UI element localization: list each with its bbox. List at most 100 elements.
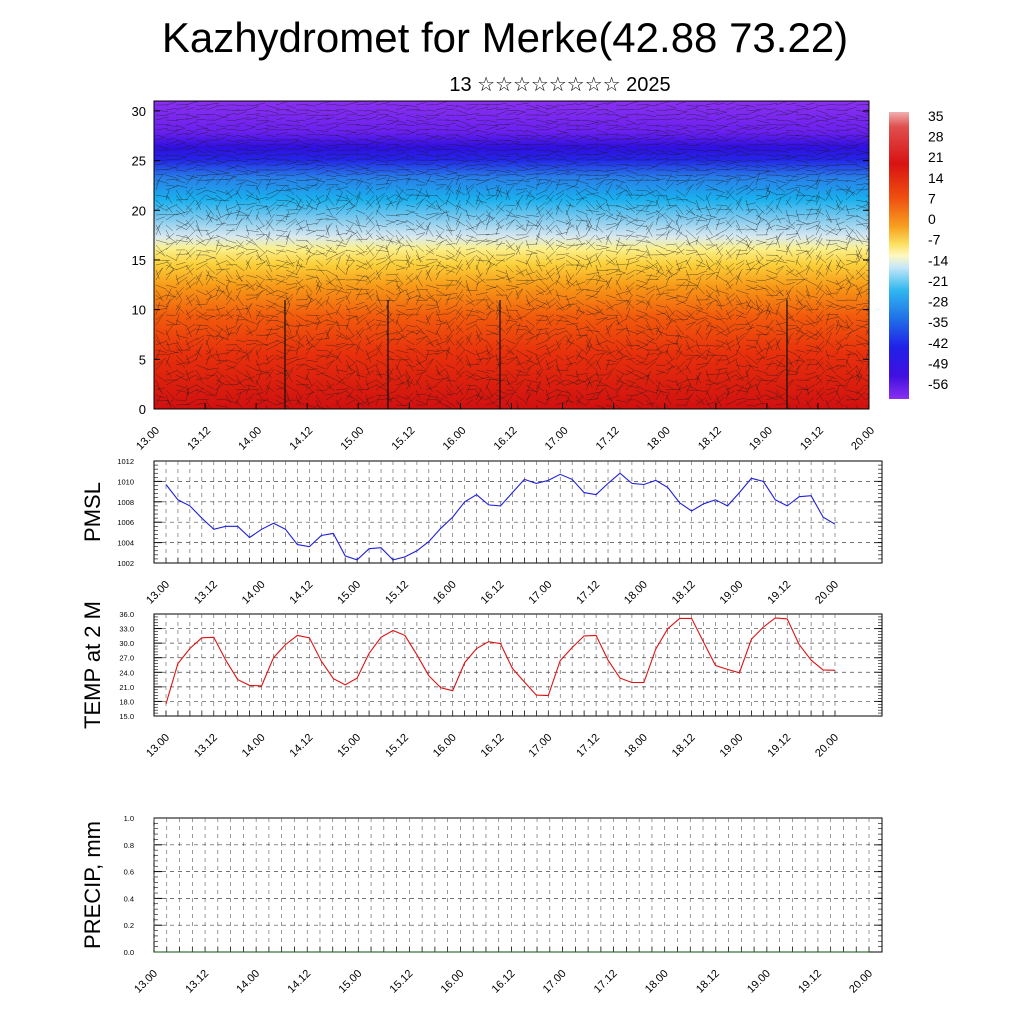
precip-panel: 0.0 0.2 0.4 0.6 0.8 1.0 13.00 13.12 14.00 14.12 15… — [80, 814, 883, 996]
x-tick-label: 15.00 — [335, 732, 363, 760]
y-tick-label: 0.4 — [124, 894, 134, 903]
heatmap-y-tick-label: 30 — [132, 104, 146, 119]
y-axis-title: PMSL — [80, 482, 105, 542]
x-tick-label: 14.00 — [234, 968, 262, 996]
colorbar-label: -56 — [928, 376, 948, 392]
heatmap-y-tick-label: 0 — [139, 402, 146, 417]
heatmap-x-tick-label: 19.12 — [798, 425, 826, 453]
heatmap-x-tick-label: 14.00 — [236, 425, 264, 453]
heatmap-x-tick-label: 19.00 — [747, 425, 775, 453]
colorbar-label: 14 — [928, 170, 944, 186]
pmsl-panel: 1002 1004 1006 1008 1010 1012 13.00 13.12 14.00 1… — [80, 457, 883, 607]
heatmap-x-axis: 13.00 13.12 14.00 14.12 15.00 15.12 16.00 16.12… — [134, 403, 877, 453]
panel-frame — [153, 613, 883, 717]
chart-subtitle: 13 ☆☆☆☆☆☆☆☆ 2025 — [449, 74, 671, 96]
x-tick-label: 14.12 — [288, 579, 316, 607]
x-tick-label: 14.12 — [285, 968, 313, 996]
x-tick-label: 18.00 — [643, 968, 671, 996]
heatmap-y-tick-label: 25 — [132, 154, 146, 169]
heatmap-x-tick-label: 18.12 — [696, 425, 724, 453]
series-line — [165, 472, 836, 561]
x-tick-label: 13.12 — [192, 732, 220, 760]
heatmap-x-tick-label: 17.00 — [543, 425, 571, 453]
x-tick-label: 18.00 — [622, 579, 650, 607]
heatmap-x-tick-label: 16.00 — [441, 425, 469, 453]
x-tick-label: 14.00 — [240, 732, 268, 760]
x-tick-label: 20.00 — [813, 732, 841, 760]
colorbar-label: -35 — [928, 314, 948, 330]
x-tick-label: 14.00 — [240, 579, 268, 607]
x-tick-label: 16.12 — [479, 732, 507, 760]
x-tick-label: 15.00 — [335, 579, 363, 607]
x-tick-label: 17.00 — [541, 968, 569, 996]
x-tick-label: 19.12 — [765, 579, 793, 607]
y-tick-label: 21.0 — [119, 683, 134, 692]
x-tick-label: 16.00 — [431, 579, 459, 607]
heatmap-y-tick-label: 15 — [132, 253, 146, 268]
heatmap-y-tick-label: 20 — [132, 203, 146, 218]
x-tick-label: 15.12 — [383, 579, 411, 607]
colorbar-label: 28 — [928, 129, 944, 145]
x-tick-label: 19.12 — [796, 968, 824, 996]
x-tick-label: 20.00 — [847, 968, 875, 996]
y-tick-label: 1002 — [117, 559, 134, 568]
heatmap-x-tick-label: 18.00 — [645, 425, 673, 453]
x-tick-label: 18.12 — [670, 579, 698, 607]
heatmap-x-tick-label: 16.12 — [492, 425, 520, 453]
y-tick-label: 0.8 — [124, 841, 134, 850]
x-tick-label: 18.00 — [622, 732, 650, 760]
x-tick-label: 19.00 — [718, 732, 746, 760]
colorbar-label: 0 — [928, 211, 936, 227]
x-tick-label: 18.12 — [670, 732, 698, 760]
heatmap-x-tick-label: 13.12 — [185, 425, 213, 453]
heatmap-x-tick-label: 17.12 — [594, 425, 622, 453]
y-tick-label: 27.0 — [119, 654, 134, 663]
x-tick-label: 16.00 — [439, 968, 467, 996]
y-tick-label: 1010 — [117, 477, 134, 486]
heatmap-x-tick-label: 15.00 — [338, 425, 366, 453]
x-tick-label: 13.00 — [132, 968, 160, 996]
x-tick-label: 17.00 — [526, 732, 554, 760]
x-tick-label: 13.12 — [183, 968, 211, 996]
temp-panel: 15.0 18.0 21.0 24.0 27.0 30.0 33.0 36.0 13.00 13.… — [80, 601, 883, 760]
heatmap-x-tick-label: 14.12 — [287, 425, 315, 453]
y-tick-label: 1008 — [117, 498, 134, 507]
colorbar-labels: 35 28 21 14 7 0 -7 -14 -21 -28 -35 -42 -49 -56 — [928, 108, 948, 392]
chart-title: Kazhydromet for Merke(42.88 73.22) — [161, 14, 849, 61]
y-axis-title: PRECIP, mm — [80, 821, 105, 949]
y-tick-label: 1006 — [117, 518, 134, 527]
x-tick-label: 17.12 — [574, 579, 602, 607]
y-tick-label: 30.0 — [119, 639, 134, 648]
x-tick-label: 19.00 — [718, 579, 746, 607]
x-tick-label: 16.00 — [431, 732, 459, 760]
x-tick-label: 13.12 — [192, 579, 220, 607]
colorbar-label: -21 — [928, 273, 948, 289]
colorbar-label: 35 — [928, 108, 944, 124]
panel-frame — [153, 817, 883, 953]
x-tick-label: 20.00 — [813, 579, 841, 607]
y-tick-label: 18.0 — [119, 697, 134, 706]
colorbar-label: 21 — [928, 149, 944, 165]
y-tick-label: 0.2 — [124, 921, 134, 930]
y-tick-label: 1012 — [117, 457, 134, 466]
colorbar-label: -28 — [928, 294, 948, 310]
colorbar-label: 7 — [928, 190, 936, 206]
x-tick-label: 18.12 — [694, 968, 722, 996]
heatmap-x-tick-label: 15.12 — [390, 425, 418, 453]
x-tick-label: 15.00 — [336, 968, 364, 996]
y-tick-label: 1004 — [117, 539, 134, 548]
wind-barbs — [155, 101, 869, 409]
x-tick-label: 16.12 — [479, 579, 507, 607]
heatmap-field — [154, 101, 869, 409]
x-tick-label: 17.12 — [574, 732, 602, 760]
x-tick-label: 14.12 — [288, 732, 316, 760]
x-tick-label: 13.00 — [144, 579, 172, 607]
y-axis-title: TEMP at 2 M — [80, 601, 105, 729]
heatmap-y-tick-label: 10 — [132, 303, 146, 318]
colorbar: 35 28 21 14 7 0 -7 -14 -21 -28 -35 -42 -49 -56 — [889, 108, 948, 399]
x-tick-label: 15.12 — [388, 968, 416, 996]
colorbar-gradient — [889, 112, 909, 399]
x-tick-label: 16.12 — [490, 968, 518, 996]
x-tick-label: 17.00 — [526, 579, 554, 607]
